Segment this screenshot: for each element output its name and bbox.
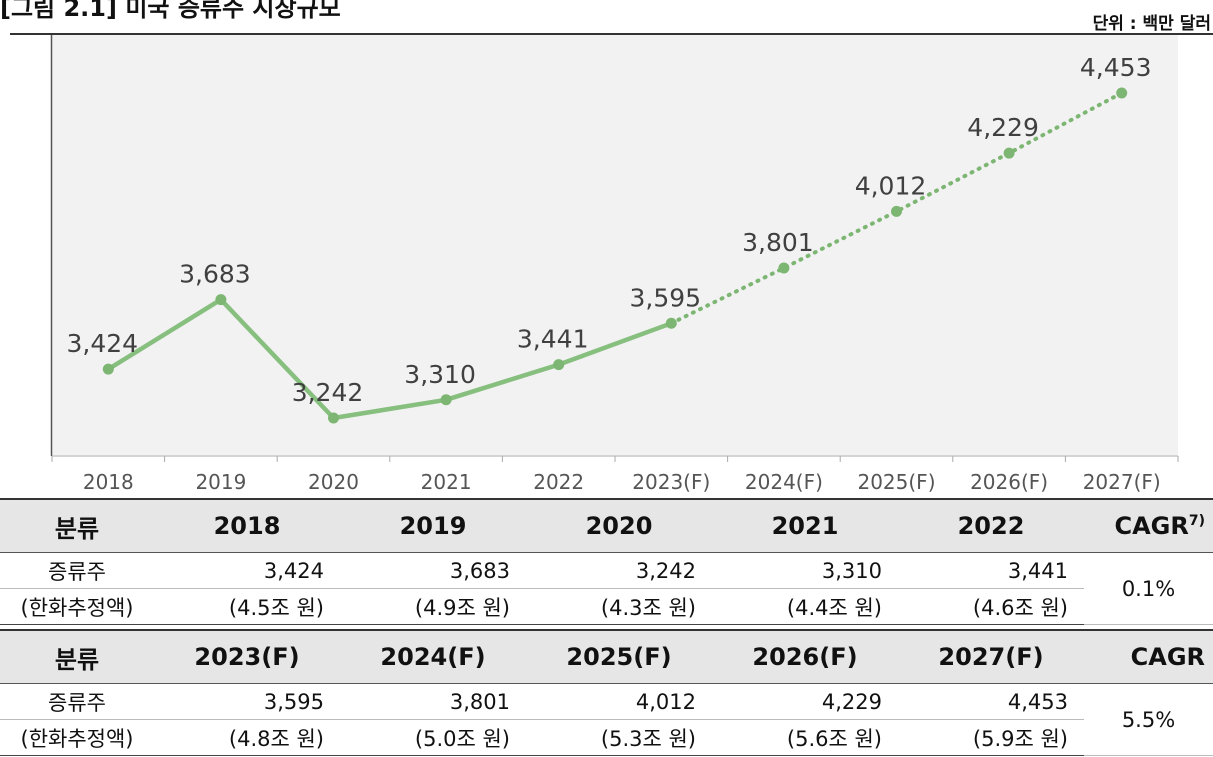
header-category: 분류	[0, 629, 154, 684]
cagr-value: 5.5%	[1084, 683, 1213, 756]
header-year: 2019	[340, 498, 526, 553]
won-cell: (4.8조 원)	[154, 719, 340, 756]
header-category: 분류	[0, 498, 154, 553]
data-label: 3,424	[67, 329, 139, 358]
cagr-label: CAGR	[1114, 512, 1189, 540]
header-year: 2021	[712, 498, 898, 553]
plot-area	[52, 35, 1178, 455]
table-row: (한화추정액) (4.8조 원) (5.0조 원) (5.3조 원) (5.6조…	[0, 719, 1213, 756]
data-point	[215, 294, 227, 306]
won-cell: (4.6조 원)	[898, 588, 1084, 625]
footnote-marker: 7)	[1188, 513, 1205, 529]
data-point	[1116, 87, 1128, 99]
data-label: 3,441	[517, 325, 589, 354]
table-forecast: 분류 2023(F) 2024(F) 2025(F) 2026(F) 2027(…	[0, 629, 1213, 756]
table-header-row: 분류 2018 2019 2020 2021 2022 CAGR7)	[0, 498, 1213, 553]
value-cell: 3,801	[340, 683, 526, 720]
data-label: 3,595	[630, 283, 702, 312]
header-cagr: CAGR	[1084, 629, 1213, 684]
data-point	[102, 363, 114, 375]
x-tick-label: 2024(F)	[745, 470, 823, 494]
value-cell: 3,424	[154, 552, 340, 589]
x-tick-label: 2026(F)	[970, 470, 1048, 494]
won-cell: (4.3조 원)	[526, 588, 712, 625]
data-label: 3,242	[292, 378, 364, 407]
data-label: 4,453	[1080, 53, 1152, 82]
header-year: 2026(F)	[712, 629, 898, 684]
header-cagr: CAGR7)	[1084, 498, 1213, 553]
won-cell: (5.6조 원)	[712, 719, 898, 756]
x-axis-ticks	[51, 456, 1179, 462]
won-cell: (5.0조 원)	[340, 719, 526, 756]
data-point	[665, 317, 677, 329]
value-cell: 3,242	[526, 552, 712, 589]
header-year: 2018	[154, 498, 340, 553]
data-label: 4,012	[855, 171, 927, 200]
figure-title: [그림 2.1] 미국 증류주 시장규모	[0, 0, 341, 22]
top-rule	[10, 33, 1213, 35]
header-year: 2024(F)	[340, 629, 526, 684]
x-tick-label: 2019	[195, 470, 246, 494]
header-year: 2022	[898, 498, 1084, 553]
unit-label: 단위 : 백만 달러	[1092, 14, 1211, 34]
x-tick-label: 2020	[308, 470, 359, 494]
series-markers	[102, 87, 1128, 424]
value-cell: 4,012	[526, 683, 712, 720]
table-actual: 분류 2018 2019 2020 2021 2022 CAGR7) 증류주 3…	[0, 498, 1213, 625]
data-point	[778, 262, 790, 274]
data-point	[440, 394, 452, 406]
cagr-value: 0.1%	[1084, 552, 1213, 625]
header-year: 2020	[526, 498, 712, 553]
x-axis-tick-labels: 2018 2019 2020 2021 2022 2023(F) 2024(F) 2025(F…	[83, 470, 1161, 494]
value-cell: 3,683	[340, 552, 526, 589]
x-tick-label: 2023(F)	[632, 470, 710, 494]
data-label: 3,683	[179, 260, 251, 289]
x-tick-label: 2018	[83, 470, 134, 494]
data-point	[1003, 147, 1015, 159]
row-label: (한화추정액)	[0, 719, 154, 756]
data-label: 3,310	[404, 360, 476, 389]
won-cell: (5.3조 원)	[526, 719, 712, 756]
data-point	[328, 412, 339, 424]
value-cell: 3,310	[712, 552, 898, 589]
value-cell: 4,453	[898, 683, 1084, 720]
table-row: (한화추정액) (4.5조 원) (4.9조 원) (4.3조 원) (4.4조…	[0, 588, 1213, 625]
value-cell: 4,229	[712, 683, 898, 720]
row-label: 증류주	[0, 552, 154, 589]
header-year: 2025(F)	[526, 629, 712, 684]
table-header-row: 분류 2023(F) 2024(F) 2025(F) 2026(F) 2027(…	[0, 629, 1213, 684]
data-label: 3,801	[742, 228, 814, 257]
x-tick-label: 2022	[533, 470, 584, 494]
table-row: 증류주 3,595 3,801 4,012 4,229 4,453 5.5%	[0, 683, 1213, 756]
value-cell: 3,441	[898, 552, 1084, 589]
row-label: (한화추정액)	[0, 588, 154, 625]
data-labels: 3,424 3,683 3,242 3,310 3,441 3,595 3,801 4,012…	[67, 53, 1152, 407]
row-label: 증류주	[0, 683, 154, 720]
header-year: 2027(F)	[898, 629, 1084, 684]
x-tick-label: 2027(F)	[1083, 470, 1161, 494]
won-cell: (5.9조 원)	[898, 719, 1084, 756]
data-point	[553, 359, 565, 371]
won-cell: (4.5조 원)	[154, 588, 340, 625]
x-tick-label: 2025(F)	[857, 470, 935, 494]
won-cell: (4.9조 원)	[340, 588, 526, 625]
series-line-actual	[106, 297, 674, 421]
x-tick-label: 2021	[421, 470, 472, 494]
value-cell: 3,595	[154, 683, 340, 720]
data-point	[891, 205, 902, 217]
won-cell: (4.4조 원)	[712, 588, 898, 625]
header-year: 2023(F)	[154, 629, 340, 684]
data-label: 4,229	[967, 113, 1039, 142]
line-chart: 2018 2019 2020 2021 2022 2023(F) 2024(F) 2025(F…	[50, 35, 1179, 494]
table-row: 증류주 3,424 3,683 3,242 3,310 3,441 0.1%	[0, 552, 1213, 625]
